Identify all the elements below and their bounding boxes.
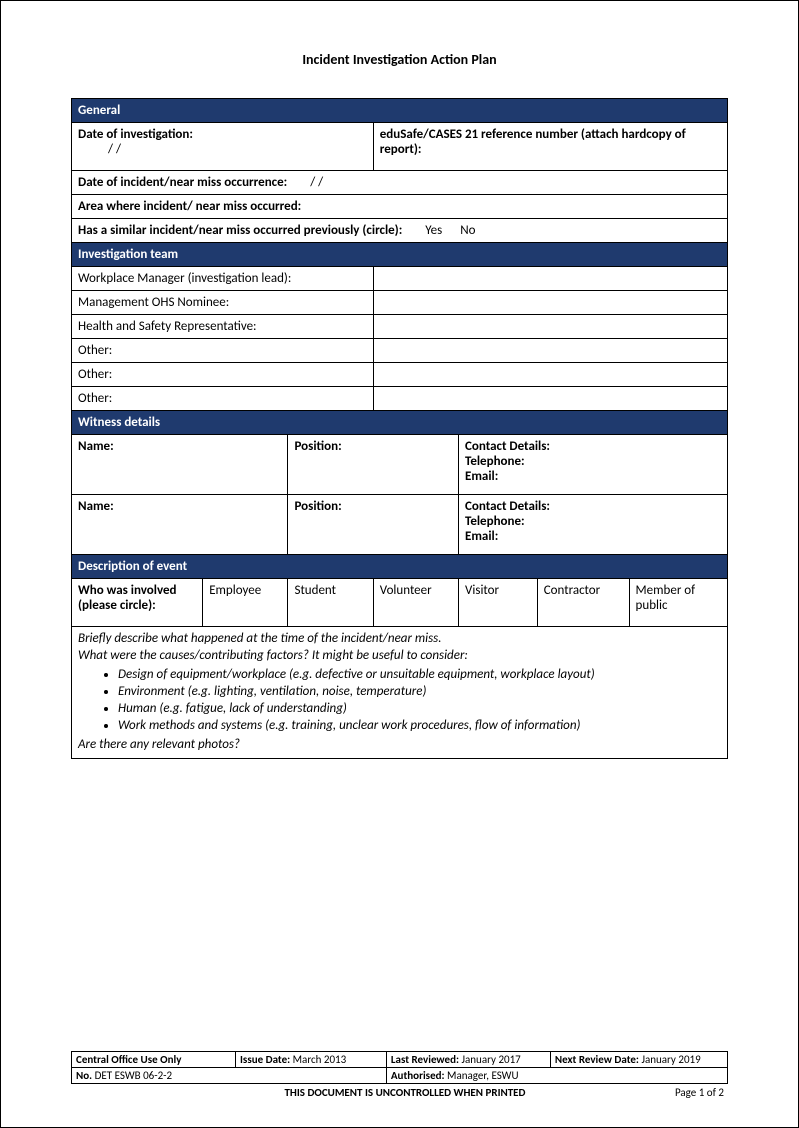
footer-central: Central Office Use Only: [72, 1052, 236, 1068]
similar-no[interactable]: No: [445, 223, 475, 238]
who-option[interactable]: Visitor: [459, 579, 538, 627]
team-row-value[interactable]: [373, 387, 727, 411]
who-involved-label: Who was involved (please circle):: [72, 579, 203, 627]
witness-email-label: Email:: [465, 529, 721, 544]
team-row-value[interactable]: [373, 267, 727, 291]
description-cell: Briefly describe what happened at the ti…: [72, 627, 728, 759]
who-option[interactable]: Student: [288, 579, 373, 627]
footer-uncontrolled: THIS DOCUMENT IS UNCONTROLLED WHEN PRINT…: [135, 1086, 675, 1099]
team-row-value[interactable]: [373, 291, 727, 315]
footer-issue: Issue Date: March 2013: [236, 1052, 387, 1068]
team-row-label: Other:: [72, 387, 374, 411]
team-row-label: Management OHS Nominee:: [72, 291, 374, 315]
section-general-header: General: [72, 99, 728, 123]
witness-position-label: Position:: [288, 495, 459, 555]
witness-telephone-label: Telephone:: [465, 454, 721, 469]
date-incident-value[interactable]: / /: [290, 175, 323, 190]
form-table: General Date of investigation: / / eduSa…: [71, 98, 728, 759]
date-investigation-label: Date of investigation:: [78, 127, 367, 142]
page-title: Incident Investigation Action Plan: [71, 51, 728, 68]
desc-bullet: Work methods and systems (e.g. training,…: [118, 718, 721, 733]
team-row-value[interactable]: [373, 315, 727, 339]
section-description-header: Description of event: [72, 555, 728, 579]
witness-contact-label: Contact Details:: [465, 439, 721, 454]
team-row-label: Other:: [72, 339, 374, 363]
team-row-value[interactable]: [373, 339, 727, 363]
team-row-label: Other:: [72, 363, 374, 387]
similar-yes[interactable]: Yes: [405, 223, 442, 238]
desc-photos-line: Are there any relevant photos?: [78, 737, 721, 752]
desc-brief-line: Briefly describe what happened at the ti…: [78, 631, 721, 646]
footer-no: No. DET ESWB 06-2-2: [72, 1068, 387, 1084]
witness-position-label: Position:: [288, 435, 459, 495]
desc-bullet: Human (e.g. fatigue, lack of understandi…: [118, 701, 721, 716]
desc-bullet: Design of equipment/workplace (e.g. defe…: [118, 667, 721, 682]
desc-bullet: Environment (e.g. lighting, ventilation,…: [118, 684, 721, 699]
footer-page: Page 1 of 2: [675, 1086, 724, 1099]
who-option[interactable]: Member of public: [629, 579, 727, 627]
who-option[interactable]: Employee: [203, 579, 288, 627]
desc-causes-line: What were the causes/contributing factor…: [78, 648, 721, 663]
team-row-label: Workplace Manager (investigation lead):: [72, 267, 374, 291]
footer-table: Central Office Use Only Issue Date: Marc…: [71, 1051, 728, 1084]
footer-reviewed: Last Reviewed: January 2017: [386, 1052, 550, 1068]
witness-telephone-label: Telephone:: [465, 514, 721, 529]
witness-email-label: Email:: [465, 469, 721, 484]
area-label: Area where incident/ near miss occurred:: [72, 195, 728, 219]
footer: Central Office Use Only Issue Date: Marc…: [71, 1051, 728, 1099]
witness-contact-label: Contact Details:: [465, 499, 721, 514]
date-incident-label: Date of incident/near miss occurrence:: [78, 175, 287, 190]
witness-name-label: Name:: [72, 495, 288, 555]
section-witness-header: Witness details: [72, 411, 728, 435]
who-option[interactable]: Volunteer: [373, 579, 458, 627]
witness-name-label: Name:: [72, 435, 288, 495]
date-investigation-value[interactable]: / /: [78, 142, 367, 157]
team-row-label: Health and Safety Representative:: [72, 315, 374, 339]
who-option[interactable]: Contractor: [537, 579, 629, 627]
reference-label: eduSafe/CASES 21 reference number (attac…: [380, 127, 721, 157]
footer-auth: Authorised: Manager, ESWU: [386, 1068, 727, 1084]
footer-next: Next Review Date: January 2019: [550, 1052, 727, 1068]
team-row-value[interactable]: [373, 363, 727, 387]
similar-label: Has a similar incident/near miss occurre…: [78, 223, 402, 238]
section-team-header: Investigation team: [72, 243, 728, 267]
